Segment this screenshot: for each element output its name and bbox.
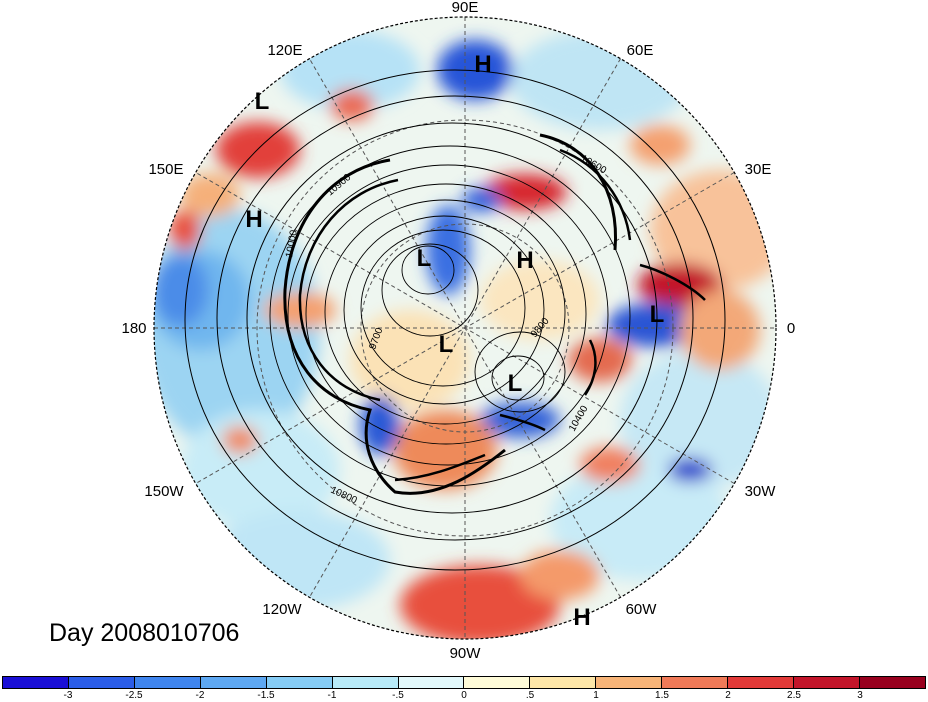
- colorbar-tick-label: -2: [195, 690, 205, 701]
- lon-label-150w: 150W: [144, 483, 184, 500]
- low-marker: L: [508, 370, 523, 397]
- high-marker: H: [573, 604, 590, 631]
- colorbar-tick-label: -1: [327, 690, 337, 701]
- height-contours: [184, 69, 726, 571]
- map-boundary: [153, 16, 777, 640]
- low-marker: L: [417, 245, 432, 272]
- lon-label-30e: 30E: [745, 161, 772, 178]
- high-marker: H: [516, 247, 533, 274]
- colorbar-box: [68, 677, 135, 688]
- colorbar-tick-label: 0: [461, 690, 467, 701]
- colorbar-box: [332, 677, 399, 688]
- lon-label-90e: 90E: [452, 0, 479, 16]
- low-marker: L: [650, 301, 665, 328]
- colorbar-box: [794, 677, 860, 688]
- lon-label-180: 180: [121, 320, 146, 337]
- graticule: [154, 17, 776, 639]
- lon-label-0: 0: [787, 320, 795, 337]
- colorbar-box: [464, 677, 531, 688]
- colorbar: [2, 676, 926, 689]
- day-title: Day 2008010706: [49, 619, 240, 647]
- contour-label: 10000: [284, 229, 300, 259]
- high-marker: H: [245, 206, 262, 233]
- colorbar-box: [3, 677, 69, 688]
- colorbar-tick-labels: -3 -2.5 -2 -1.5 -1 -.5 0 .5 1 1.5 2 2.5 3: [2, 690, 926, 702]
- low-marker: L: [439, 331, 454, 358]
- lon-label-60w: 60W: [626, 601, 658, 618]
- colorbar-tick-label: -2.5: [125, 690, 143, 701]
- pressure-centers: H L H L H L L L H: [245, 51, 664, 631]
- colorbar-tick-label: 2.5: [787, 690, 801, 701]
- colorbar-tick-label: 2: [725, 690, 731, 701]
- high-marker: H: [474, 51, 491, 78]
- colorbar-tick-label: 1: [593, 690, 599, 701]
- lon-label-60e: 60E: [627, 42, 654, 59]
- longitude-labels: 90E 60E 30E 0 30W 60W 90W 120W 150W 180 …: [121, 0, 795, 662]
- colorbar-box: [596, 677, 663, 688]
- colorbar-tick-label: 1.5: [655, 690, 669, 701]
- lon-label-150e: 150E: [148, 161, 183, 178]
- lon-label-120e: 120E: [267, 42, 302, 59]
- colorbar-box: [662, 677, 729, 688]
- colorbar-box: [728, 677, 795, 688]
- colorbar-tick-label: -.5: [392, 690, 404, 701]
- colorbar-tick-label: 3: [857, 690, 863, 701]
- colorbar-box: [530, 677, 597, 688]
- colorbar-box: [200, 677, 267, 688]
- lon-label-90w: 90W: [450, 645, 482, 662]
- colorbar-box: [398, 677, 465, 688]
- colorbar-box: [134, 677, 201, 688]
- lon-label-120w: 120W: [262, 601, 302, 618]
- colorbar-box: [859, 677, 925, 688]
- low-marker: L: [255, 88, 270, 115]
- lon-label-30w: 30W: [745, 483, 777, 500]
- colorbar-tick-label: -1.5: [257, 690, 275, 701]
- colorbar-box: [266, 677, 333, 688]
- colorbar-tick-label: .5: [525, 690, 535, 701]
- colorbar-tick-label: -3: [63, 690, 73, 701]
